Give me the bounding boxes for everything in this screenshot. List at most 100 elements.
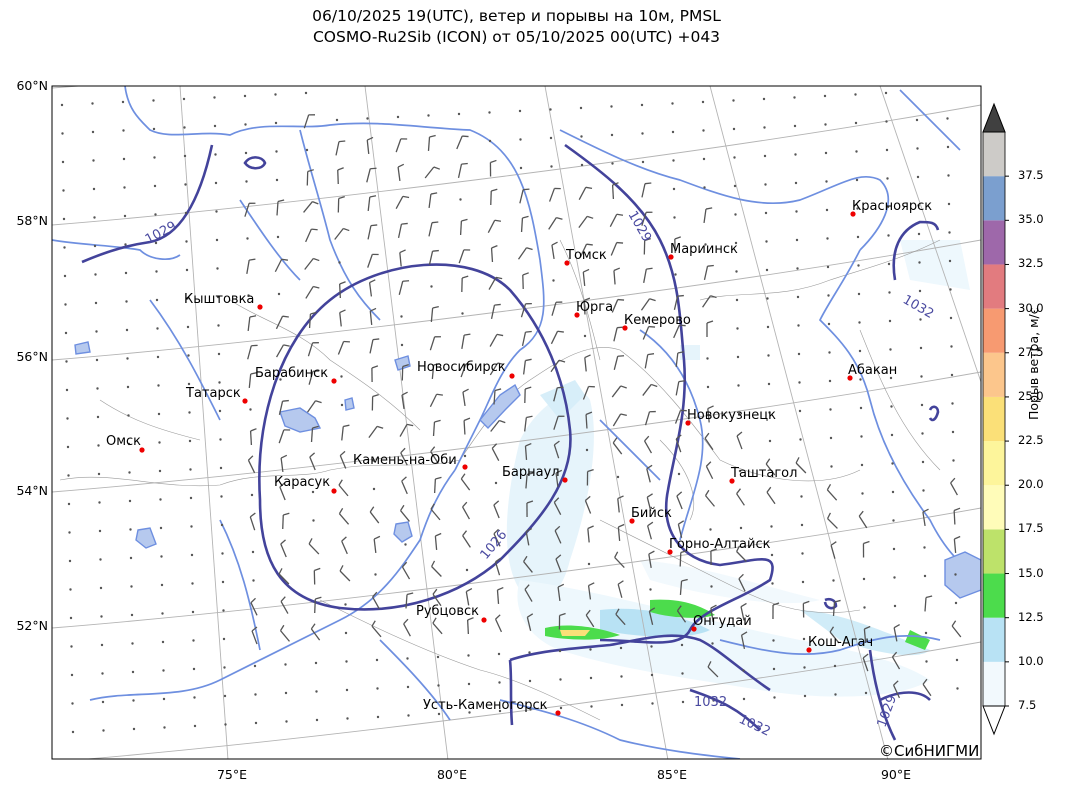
calm-dot bbox=[190, 553, 194, 557]
svg-text:Татарск: Татарск bbox=[185, 386, 241, 401]
wind-barb bbox=[643, 435, 653, 454]
wind-barb bbox=[372, 591, 380, 610]
wind-barb bbox=[487, 219, 502, 234]
svg-text:Горно-Алтайск: Горно-Алтайск bbox=[669, 537, 771, 552]
calm-dot bbox=[122, 157, 126, 161]
calm-dot bbox=[98, 501, 101, 504]
calm-dot bbox=[92, 159, 95, 162]
svg-text:Бийск: Бийск bbox=[631, 506, 672, 521]
calm-dot bbox=[681, 672, 684, 675]
colorbar-tick-label: 7.5 bbox=[1018, 698, 1037, 712]
wind-barb bbox=[431, 362, 440, 380]
calm-dot bbox=[430, 285, 433, 288]
wind-barb bbox=[369, 307, 377, 326]
wind-barb bbox=[341, 536, 348, 555]
colorbar-segment bbox=[983, 352, 1005, 397]
calm-dot bbox=[66, 417, 69, 420]
calm-dot bbox=[498, 709, 502, 713]
calm-dot bbox=[157, 412, 161, 416]
calm-dot bbox=[829, 436, 833, 440]
calm-dot bbox=[187, 382, 191, 386]
calm-dot bbox=[406, 685, 410, 689]
calm-dot bbox=[488, 139, 492, 143]
wind-barb bbox=[306, 400, 322, 413]
calm-dot bbox=[797, 324, 800, 327]
calm-dot bbox=[63, 274, 67, 278]
colorbar-under-arrow bbox=[982, 705, 1006, 736]
calm-dot bbox=[580, 163, 584, 167]
wind-barb bbox=[400, 447, 408, 466]
calm-dot bbox=[91, 102, 94, 105]
calm-dot bbox=[222, 637, 226, 641]
calm-dot bbox=[854, 93, 857, 96]
calm-dot bbox=[552, 279, 555, 282]
calm-dot bbox=[860, 463, 864, 467]
wind-barb bbox=[397, 222, 408, 238]
calm-dot bbox=[558, 649, 562, 653]
wind-barb bbox=[339, 565, 351, 582]
calm-dot bbox=[465, 568, 469, 572]
map-frame bbox=[51, 85, 982, 760]
calm-dot bbox=[311, 490, 315, 494]
wind-barb bbox=[335, 140, 346, 156]
calm-dot bbox=[315, 718, 319, 722]
calm-dot bbox=[954, 601, 958, 605]
calm-dot bbox=[374, 573, 377, 576]
wind-barb bbox=[611, 385, 627, 398]
wind-barb bbox=[456, 135, 469, 150]
wind-barb bbox=[278, 568, 290, 585]
wind-barb bbox=[550, 359, 566, 373]
calm-dot bbox=[672, 187, 676, 191]
calm-dot bbox=[889, 348, 892, 351]
city-mariinsk: Мариинск bbox=[668, 242, 738, 260]
wind-barb bbox=[558, 612, 566, 630]
calm-dot bbox=[62, 189, 65, 192]
calm-dot bbox=[587, 562, 591, 566]
calm-dot bbox=[244, 151, 248, 155]
wind-barb bbox=[953, 535, 961, 554]
calm-dot bbox=[710, 585, 713, 588]
calm-dot bbox=[220, 523, 224, 527]
calm-dot bbox=[772, 639, 775, 642]
wind-barb bbox=[279, 624, 290, 642]
wind-barb bbox=[703, 207, 713, 224]
calm-dot bbox=[680, 643, 684, 647]
wind-barb bbox=[706, 320, 714, 338]
calm-dot bbox=[183, 154, 187, 158]
wind-barb bbox=[460, 473, 471, 491]
calm-dot bbox=[742, 669, 745, 672]
colorbar-title: Порыв ветра, м/с bbox=[1026, 307, 1041, 420]
wind-barb bbox=[736, 545, 747, 562]
wind-barb bbox=[305, 228, 318, 243]
wind-barb bbox=[554, 525, 562, 544]
svg-text:Барабинск: Барабинск bbox=[255, 366, 328, 381]
calm-dot bbox=[893, 604, 897, 608]
calm-dot bbox=[738, 469, 742, 473]
wind-barb bbox=[461, 501, 471, 520]
calm-dot bbox=[155, 298, 159, 302]
svg-text:Камень-на-Оби: Камень-на-Оби bbox=[353, 453, 457, 468]
calm-dot bbox=[824, 151, 828, 155]
wind-barb bbox=[434, 532, 442, 551]
wind-barb bbox=[466, 617, 474, 635]
calm-dot bbox=[247, 294, 250, 297]
calm-dot bbox=[955, 658, 959, 662]
calm-dot bbox=[921, 432, 924, 435]
calm-dot bbox=[407, 714, 410, 717]
wind-barb bbox=[584, 354, 591, 372]
wind-barb bbox=[401, 391, 408, 410]
colorbar bbox=[982, 102, 1009, 736]
city-ongudai: Онгудай bbox=[691, 614, 752, 632]
wind-barb bbox=[493, 500, 500, 519]
calm-dot bbox=[253, 664, 257, 668]
calm-dot bbox=[734, 213, 737, 216]
calm-dot bbox=[345, 660, 348, 663]
calm-dot bbox=[376, 715, 380, 719]
colorbar-segment bbox=[983, 661, 1005, 706]
calm-dot bbox=[735, 298, 739, 302]
calm-dot bbox=[128, 471, 131, 474]
wind-barb bbox=[614, 551, 625, 569]
calm-dot bbox=[800, 495, 803, 498]
wind-barb bbox=[309, 452, 316, 471]
wind-barb bbox=[279, 482, 286, 501]
